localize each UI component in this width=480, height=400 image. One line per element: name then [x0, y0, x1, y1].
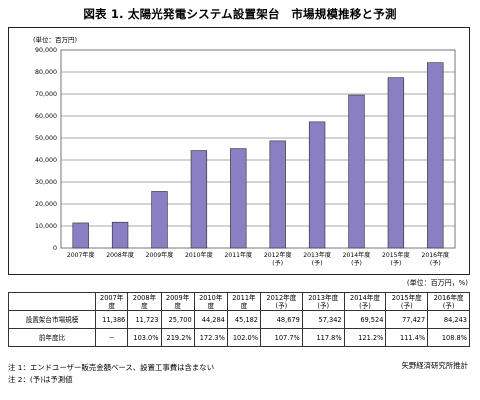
bar-chart: (単位：百万円) 0 10,000 20,000 30,000 40,000 50,000 6…: [33, 35, 456, 267]
table-cell: 25,700: [160, 310, 195, 329]
table-row-label: 設置架台市場規模: [8, 310, 96, 329]
table-header-cell: 2010年度: [193, 292, 228, 311]
y-tick-label: 30,000: [35, 179, 57, 186]
table-header-cell: 2011年度: [226, 292, 262, 311]
table-cell: 103.0%: [127, 328, 162, 347]
bar: [190, 150, 208, 249]
table-cell: 48,679: [260, 310, 303, 329]
footnote-1: 注 1：エンドユーザー販売金額ベース、設置工事費は含まない: [8, 363, 215, 372]
chart-frame: (単位：百万円) 0 10,000 20,000 30,000 40,000 50,000 6…: [8, 27, 470, 275]
table-cell: 108.8%: [427, 328, 470, 347]
bar: [269, 140, 286, 249]
table-unit-note: (単位：百万円，%): [406, 279, 468, 287]
table-header-cell: 2012年度 (予): [260, 292, 303, 311]
table-header-cell: 2007年度: [94, 292, 129, 311]
y-tick-label: 10,000: [35, 223, 57, 230]
y-tick-label: 80,000: [35, 69, 57, 76]
table-row-label: 前年度比: [8, 328, 96, 347]
table-cell: 172.3%: [193, 328, 228, 347]
table-cell: 107.7%: [260, 328, 303, 347]
y-unit-label: (単位：百万円): [33, 35, 77, 44]
table-cell: 102.0%: [226, 328, 262, 347]
y-tick-label: 90,000: [35, 47, 57, 54]
x-tick-sublabel: (予): [430, 259, 441, 267]
x-tick-sublabel: (予): [351, 259, 362, 267]
table-cell: 44,284: [193, 310, 228, 329]
table-header-cell: 2008年度: [127, 292, 162, 311]
table-cell: 84,243: [427, 310, 470, 329]
bar: [387, 77, 405, 249]
table-cell: 111.4%: [385, 328, 429, 347]
table-cell: 45,182: [226, 310, 262, 329]
x-tick-label: 2008年度: [106, 251, 134, 259]
table-cell: 11,723: [127, 310, 162, 329]
x-tick-label: 2011年度: [224, 251, 252, 259]
bar: [308, 121, 326, 249]
table-corner-cell: [8, 292, 96, 311]
y-tick-label: 60,000: [35, 113, 57, 120]
table-row: 前年度比－ 103.0% 219.2% 172.3% 102.0% 107.7% 117.8…: [8, 328, 470, 347]
bar: [427, 62, 444, 249]
x-tick-label: 2009年度: [146, 251, 174, 259]
table-cell: －: [94, 328, 129, 347]
bar: [72, 222, 89, 249]
x-tick-label: 2010年度: [185, 251, 213, 259]
data-table: 2007年度 2008年度 2009年度 2010年度 2011年度 2012年度 (予)…: [8, 292, 470, 347]
x-tick-label: 2014年度: [343, 251, 371, 259]
y-tick-label: 70,000: [35, 91, 57, 98]
table-header-cell: 2014年度 (予): [343, 292, 387, 311]
x-tick-sublabel: (予): [272, 259, 283, 267]
table-cell: 11,386: [94, 310, 129, 329]
table-cell: 77,427: [385, 310, 429, 329]
source-label: 矢野経済研究所推計: [401, 361, 468, 370]
x-tick-label: 2007年度: [67, 251, 95, 259]
table-cell: 121.2%: [343, 328, 387, 347]
plot-area: [60, 49, 456, 249]
y-tick-label: 20,000: [35, 201, 57, 208]
table-header-cell: 2013年度 (予): [301, 292, 345, 311]
bar: [348, 94, 365, 249]
table-cell: 219.2%: [160, 328, 195, 347]
table-row: 設置架台市場規模 11,386 11,723 25,700 44,284 45,182 48…: [8, 310, 470, 329]
y-tick-label: 0: [53, 245, 57, 252]
table-header-row: 2007年度 2008年度 2009年度 2010年度 2011年度 2012年度 (予)…: [8, 292, 470, 311]
table-cell: 57,342: [301, 310, 345, 329]
table-header-cell: 2015年度 (予): [385, 292, 429, 311]
table-cell: 69,524: [343, 310, 387, 329]
x-tick-sublabel: (予): [312, 259, 323, 267]
footnote-2: 注 2：(予)は予測値: [8, 375, 73, 384]
chart-title: 図表 1. 太陽光発電システム設置架台 市場規模推移と予測: [83, 7, 397, 21]
x-tick-label: 2015年度: [382, 251, 410, 259]
x-tick-sublabel: (予): [390, 259, 401, 267]
bar: [151, 191, 168, 249]
table-header-cell: 2016年度 (予): [427, 292, 470, 311]
y-tick-label: 50,000: [35, 135, 57, 142]
x-tick-label: 2012年度: [264, 251, 292, 259]
bar: [111, 221, 129, 249]
table-cell: 117.8%: [301, 328, 345, 347]
y-tick-label: 40,000: [35, 157, 57, 164]
x-tick-label: 2013年度: [303, 251, 331, 259]
x-tick-label: 2016年度: [421, 251, 449, 259]
table-header-cell: 2009年度: [160, 292, 195, 311]
bar: [230, 148, 247, 249]
